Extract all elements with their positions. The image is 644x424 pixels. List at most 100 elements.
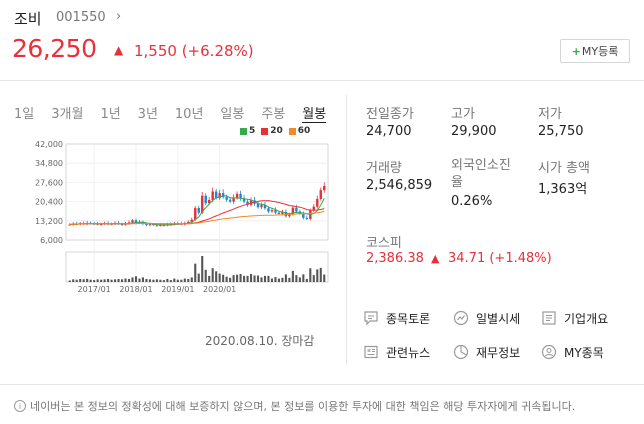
kospi-value: 2,386.38 bbox=[366, 251, 424, 266]
volume-bar bbox=[263, 275, 267, 282]
volume-bar bbox=[291, 270, 294, 282]
add-my-stock-label: MY등록 bbox=[581, 45, 619, 58]
volume-bar bbox=[89, 279, 92, 282]
add-my-stock-button[interactable]: + MY등록 bbox=[560, 39, 630, 63]
volume-bar bbox=[117, 278, 120, 282]
menu-daily-quote[interactable]: 일별시세 bbox=[452, 309, 520, 327]
y-tick-label: 42,000 bbox=[35, 140, 63, 149]
tab-1day[interactable]: 1일 bbox=[14, 107, 35, 122]
candle-body bbox=[263, 205, 267, 209]
candle-body bbox=[159, 225, 162, 227]
volume-bar bbox=[176, 279, 179, 282]
volume-bar bbox=[281, 277, 284, 282]
volume-bar bbox=[75, 279, 78, 282]
stock-chart[interactable]: 42,000 34,800 27,600 20,400 13,200 6,000 2017/… bbox=[14, 136, 332, 302]
volume-bar bbox=[319, 267, 322, 282]
chevron-right-icon[interactable]: › bbox=[116, 9, 122, 24]
candle-body bbox=[194, 208, 197, 220]
candle-body bbox=[246, 201, 249, 205]
volume-bar bbox=[93, 280, 96, 282]
menu-label: MY종목 bbox=[564, 345, 604, 360]
volume-bar bbox=[246, 275, 249, 282]
candle-body bbox=[127, 222, 131, 224]
menu-my-stock[interactable]: MY종목 bbox=[540, 343, 604, 361]
volume-bar bbox=[110, 279, 113, 282]
menu-discussion[interactable]: 종목토론 bbox=[362, 309, 430, 327]
volume-bar bbox=[215, 271, 218, 282]
prev-close-value: 24,700 bbox=[366, 124, 412, 139]
volume-bar bbox=[197, 273, 200, 282]
volume-bar bbox=[162, 280, 165, 282]
volume-bar bbox=[159, 279, 162, 282]
kospi-label: 코스피 bbox=[366, 236, 402, 251]
volume-bar bbox=[124, 278, 127, 282]
candle-body bbox=[190, 219, 193, 222]
stock-code[interactable]: 001550 bbox=[56, 10, 106, 25]
y-tick-label: 34,800 bbox=[35, 159, 63, 168]
candle-body bbox=[239, 193, 242, 199]
volume-bar bbox=[253, 275, 256, 282]
menu-related-news[interactable]: 관련뉴스 bbox=[362, 343, 430, 361]
x-tick-label: 2018/01 bbox=[119, 285, 152, 294]
candle-body bbox=[99, 224, 103, 225]
market-cap-label: 시가 총액 bbox=[538, 161, 590, 176]
candle-body bbox=[295, 207, 298, 212]
volume-bar bbox=[260, 277, 263, 282]
y-tick-label: 27,600 bbox=[35, 178, 63, 187]
candle-body bbox=[242, 198, 246, 202]
volume-bar bbox=[82, 279, 85, 282]
x-tick-label: 2020/01 bbox=[203, 285, 236, 294]
volume-bar bbox=[120, 279, 124, 282]
tab-3month[interactable]: 3개월 bbox=[51, 107, 84, 122]
divider bbox=[0, 80, 644, 81]
candle-body bbox=[291, 207, 295, 215]
menu-financial-info[interactable]: 재무정보 bbox=[452, 343, 520, 361]
volume-bar bbox=[277, 278, 280, 282]
candle-body bbox=[152, 224, 155, 226]
menu-company-overview[interactable]: 기업개요 bbox=[540, 309, 608, 327]
legend-ma5: 5 bbox=[240, 126, 255, 136]
candle-body bbox=[145, 224, 148, 226]
volume-bar bbox=[169, 280, 172, 282]
ma60-line bbox=[69, 211, 325, 225]
chart-date: 2020.08.10. 장마감 bbox=[205, 334, 315, 348]
my-stock-icon bbox=[540, 343, 558, 361]
volume-bar bbox=[274, 277, 277, 282]
tab-10year[interactable]: 10년 bbox=[174, 107, 204, 122]
tab-3year[interactable]: 3년 bbox=[137, 107, 158, 122]
volume-bar bbox=[309, 268, 312, 282]
candle-body bbox=[221, 193, 225, 198]
volume-bar bbox=[72, 279, 75, 282]
tab-1year[interactable]: 1년 bbox=[100, 107, 121, 122]
plus-icon: + bbox=[571, 44, 581, 58]
daily-quote-icon bbox=[452, 309, 470, 327]
company-overview-icon bbox=[540, 309, 558, 327]
candle-body bbox=[260, 205, 263, 208]
candle-body bbox=[120, 224, 124, 225]
divider bbox=[346, 95, 347, 365]
info-icon: i bbox=[14, 400, 26, 412]
chart-frame bbox=[65, 143, 329, 241]
tab-monthly[interactable]: 월봉 bbox=[302, 103, 327, 123]
discussion-icon bbox=[362, 309, 380, 327]
foreign-ratio-value: 0.26% bbox=[451, 194, 493, 209]
volume-bar bbox=[79, 278, 82, 282]
candle-body bbox=[274, 210, 277, 213]
tab-weekly[interactable]: 주봉 bbox=[261, 107, 286, 122]
low-label: 저가 bbox=[538, 107, 562, 122]
candle-body bbox=[201, 195, 204, 213]
volume-bar bbox=[201, 256, 204, 282]
volume-bar bbox=[194, 263, 197, 282]
volume-bar bbox=[103, 279, 106, 282]
volume-bar bbox=[222, 274, 225, 282]
candle-body bbox=[197, 208, 200, 213]
foreign-ratio-label: 외국인소진 율 bbox=[451, 158, 511, 190]
tab-daily[interactable]: 일봉 bbox=[220, 107, 245, 122]
candle-body bbox=[211, 191, 214, 200]
volume-frame bbox=[65, 251, 329, 283]
menu-label: 일별시세 bbox=[476, 311, 521, 326]
y-tick-label: 20,400 bbox=[35, 198, 63, 207]
candle-body bbox=[277, 212, 281, 214]
y-tick-label: 13,200 bbox=[35, 217, 63, 226]
candle-body bbox=[204, 195, 207, 204]
